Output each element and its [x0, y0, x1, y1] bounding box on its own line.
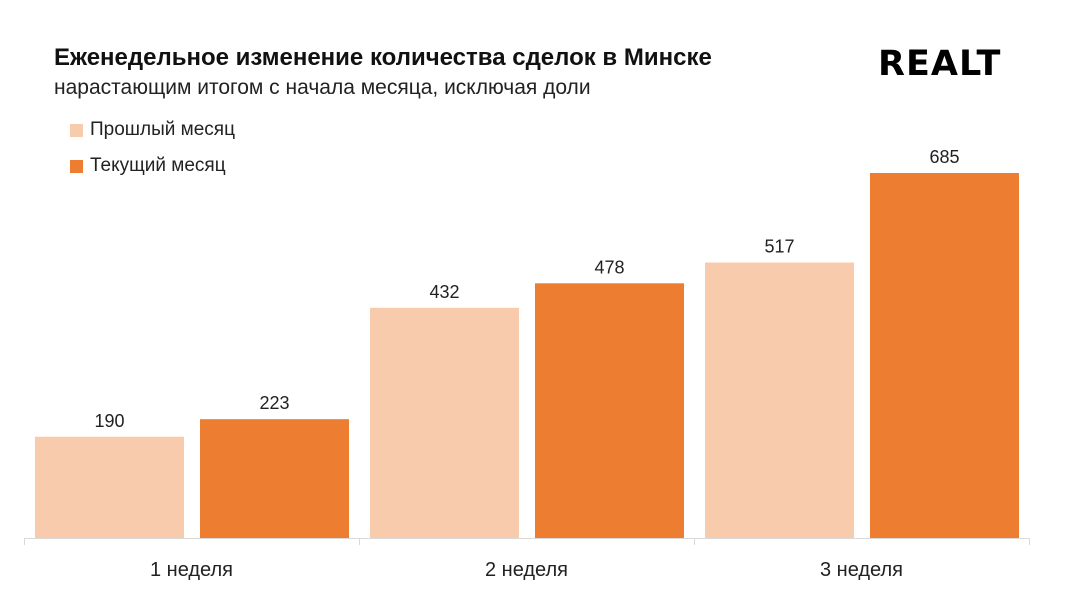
data-label: 190 [94, 411, 124, 431]
data-label: 223 [259, 393, 289, 413]
bar-current-1 [200, 419, 349, 538]
legend-label: Текущий месяц [90, 155, 226, 176]
legend-swatch-current [70, 159, 83, 173]
data-label: 517 [764, 237, 794, 257]
bar-previous-3 [705, 262, 854, 538]
chart-subtitle: нарастающим итогом с начала месяца, искл… [54, 76, 591, 99]
x-tick-label: 3 неделя [820, 559, 903, 581]
data-label: 685 [929, 147, 959, 167]
x-tick-label: 2 неделя [485, 559, 568, 581]
legend-label: Прошлый месяц [90, 119, 235, 140]
bar-current-3 [870, 173, 1019, 538]
legend-item-previous-month: Прошлый месяц [70, 119, 235, 141]
bar-current-2 [535, 283, 684, 538]
legend-item-current-month: Текущий месяц [70, 155, 226, 177]
data-label: 478 [594, 257, 624, 277]
chart-title: Еженедельное изменение количества сделок… [54, 44, 712, 71]
bar-previous-2 [370, 307, 519, 538]
data-label: 432 [429, 282, 459, 302]
x-tick-label: 1 неделя [150, 559, 233, 581]
legend-swatch-previous [70, 123, 83, 137]
bar-previous-1 [35, 436, 184, 538]
realt-logo: REALT [878, 44, 1002, 84]
